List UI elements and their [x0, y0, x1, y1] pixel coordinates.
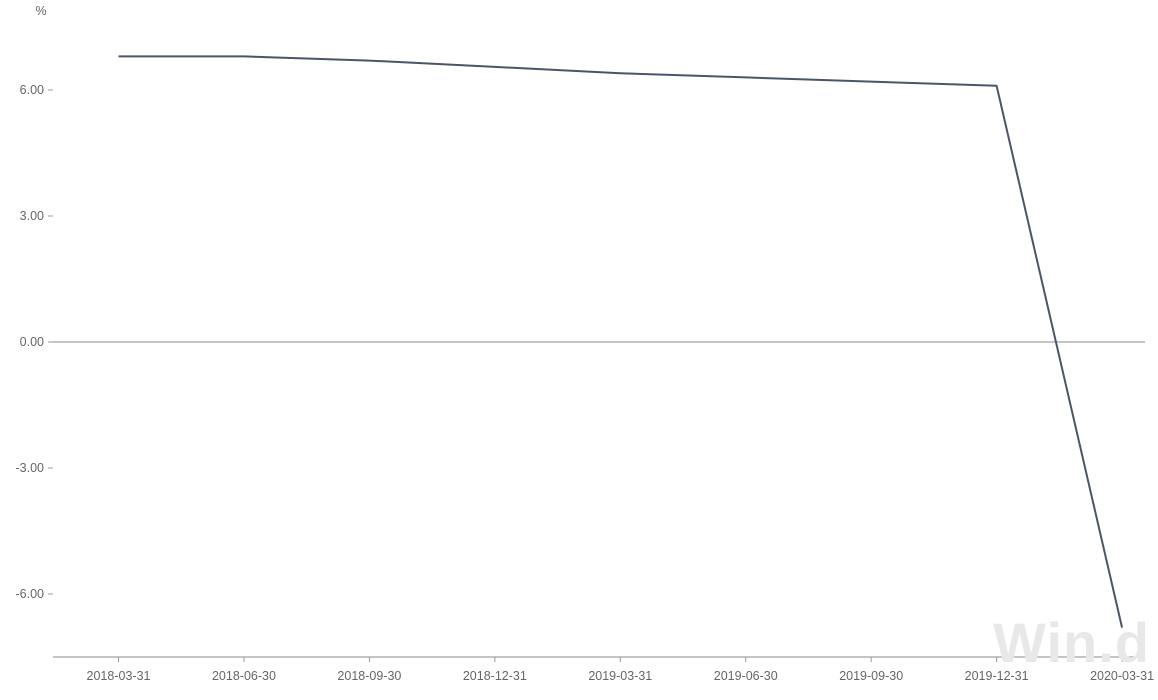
x-tick-label: 2018-06-30 [212, 669, 276, 683]
x-tick-label: 2018-12-31 [463, 669, 527, 683]
y-axis-unit: % [35, 4, 46, 18]
x-tick-label: 2018-03-31 [87, 669, 151, 683]
line-chart: % -6.00 -3.00 0.00 3.00 6.00 2018-03-31 2018-06… [0, 0, 1158, 700]
y-tick-label: 0.00 [20, 335, 44, 349]
x-tick-label: 2018-09-30 [337, 669, 401, 683]
y-tick-label: 6.00 [20, 83, 44, 97]
y-tick-label: 3.00 [20, 209, 44, 223]
x-tick-label: 2020-03-31 [1090, 669, 1154, 683]
y-tick-label: -3.00 [16, 461, 45, 475]
x-tick-label: 2019-06-30 [714, 669, 778, 683]
chart-svg: % -6.00 -3.00 0.00 3.00 6.00 2018-03-31 2018-06… [0, 0, 1158, 700]
x-tick-label: 2019-03-31 [588, 669, 652, 683]
y-tick-label: -6.00 [16, 587, 45, 601]
x-tick-label: 2019-09-30 [839, 669, 903, 683]
x-tick-label: 2019-12-31 [965, 669, 1029, 683]
